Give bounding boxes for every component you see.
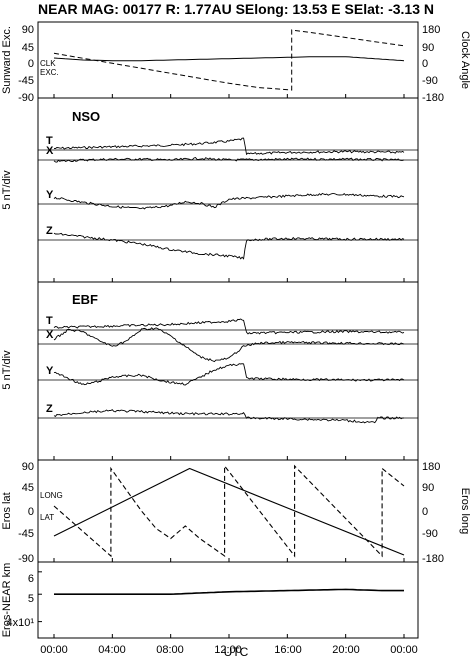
ytick-right: -180 xyxy=(422,92,444,104)
ytick-left: 0 xyxy=(28,58,34,70)
annotation-long: LONG xyxy=(40,491,63,500)
ytick-left: -45 xyxy=(18,528,34,540)
ytick-right: -180 xyxy=(422,553,444,565)
ytick-left: 45 xyxy=(22,482,34,494)
ytick-left: 6 xyxy=(28,573,34,585)
series-line-long xyxy=(53,464,405,558)
panel-frame xyxy=(37,561,419,639)
panel-label-nso: NSO xyxy=(72,109,100,124)
plot-area xyxy=(53,29,405,98)
y-label-ebf: 5 nT/div xyxy=(1,350,13,390)
series-label-t: T xyxy=(46,315,53,327)
series-line-y xyxy=(53,363,405,386)
ytick-right: 180 xyxy=(422,24,440,36)
y-label-eros-near: Eros-NEAR km xyxy=(1,563,13,638)
ytick-right: 90 xyxy=(422,482,434,494)
x-axis-label: UTC xyxy=(224,645,249,656)
panel-frame xyxy=(37,459,419,563)
x-tick-label: 20:00 xyxy=(332,644,360,656)
annotation-lat: LAT xyxy=(40,513,54,522)
ytick-left: -90 xyxy=(18,553,34,565)
series-label-x: X xyxy=(46,145,54,157)
plot-area: TX Y Z xyxy=(38,315,418,460)
y-label-left-eros-lat: Eros lat xyxy=(1,492,13,529)
ytick-right: -90 xyxy=(422,528,438,540)
panel-eros-near-distance: Eros-NEAR km 6 5 4x10¹ xyxy=(1,561,419,639)
series-line-x xyxy=(53,327,405,363)
y-label-right-clock: Clock Angle xyxy=(459,31,471,89)
panel-eros-lat-long: Eros lat Eros long 90 45 0 -45 -90 180 9… xyxy=(1,459,471,565)
x-tick-label: 04:00 xyxy=(98,644,126,656)
series-line-lat xyxy=(53,467,405,556)
ytick-left: -45 xyxy=(18,75,34,87)
ytick-right: 0 xyxy=(422,506,428,518)
ytick-right: 0 xyxy=(422,58,428,70)
series-line-t xyxy=(53,318,405,335)
ytick-left: 4x10¹ xyxy=(6,617,34,629)
ytick-left: 45 xyxy=(22,42,34,54)
series-label-y: Y xyxy=(46,365,54,377)
series-line-clk xyxy=(53,29,405,91)
series-line-x xyxy=(53,156,405,163)
panel-nso: NSO 5 nT/div TX Y Z xyxy=(1,97,419,283)
series-label-x: X xyxy=(46,329,54,341)
x-tick-label: 00:00 xyxy=(390,644,418,656)
panel-label-ebf: EBF xyxy=(72,292,98,307)
series-line-exc xyxy=(53,56,405,62)
ytick-right: -90 xyxy=(422,75,438,87)
y-label-nso: 5 nT/div xyxy=(1,170,13,210)
panel-sunward-clock: Sunward Exc. Clock Angle 90 45 0 -45 -90… xyxy=(1,21,471,104)
ytick-right: 90 xyxy=(422,42,434,54)
series-label-y: Y xyxy=(46,189,54,201)
panel-frame xyxy=(37,97,419,283)
y-label-right-eros-long: Eros long xyxy=(459,488,471,534)
ytick-left: 0 xyxy=(28,506,34,518)
series-line-y xyxy=(53,192,405,210)
series-line-distance xyxy=(54,588,404,595)
panel-frame xyxy=(37,281,419,461)
annotation-clk: CLK xyxy=(40,59,56,68)
series-line-z xyxy=(53,409,405,424)
ytick-left: -90 xyxy=(18,92,34,104)
plot-area: TX Y Z xyxy=(38,135,418,282)
series-line-t xyxy=(53,137,405,156)
series-line-z xyxy=(53,232,405,260)
plot-area xyxy=(53,464,405,562)
x-tick-label: 16:00 xyxy=(274,644,302,656)
ytick-left: 90 xyxy=(22,24,34,36)
series-label-z: Z xyxy=(46,225,53,237)
ytick-left: 5 xyxy=(28,593,34,605)
panel-ebf: EBF 5 nT/div TX Y Z xyxy=(1,281,419,461)
plot-area xyxy=(38,571,405,638)
annotation-exc: EXC. xyxy=(40,68,59,77)
ytick-left: 90 xyxy=(22,461,34,473)
x-tick-label: 08:00 xyxy=(156,644,184,656)
figure-title: NEAR MAG: 00177 R: 1.77AU SElong: 13.53 … xyxy=(38,1,434,17)
ytick-right: 180 xyxy=(422,461,440,473)
x-tick-label: 00:00 xyxy=(40,644,68,656)
x-tick-label: 12:00 xyxy=(214,644,242,656)
series-label-t: T xyxy=(46,135,53,147)
series-label-z: Z xyxy=(46,403,53,415)
y-label-left-sunward: Sunward Exc. xyxy=(1,26,13,94)
